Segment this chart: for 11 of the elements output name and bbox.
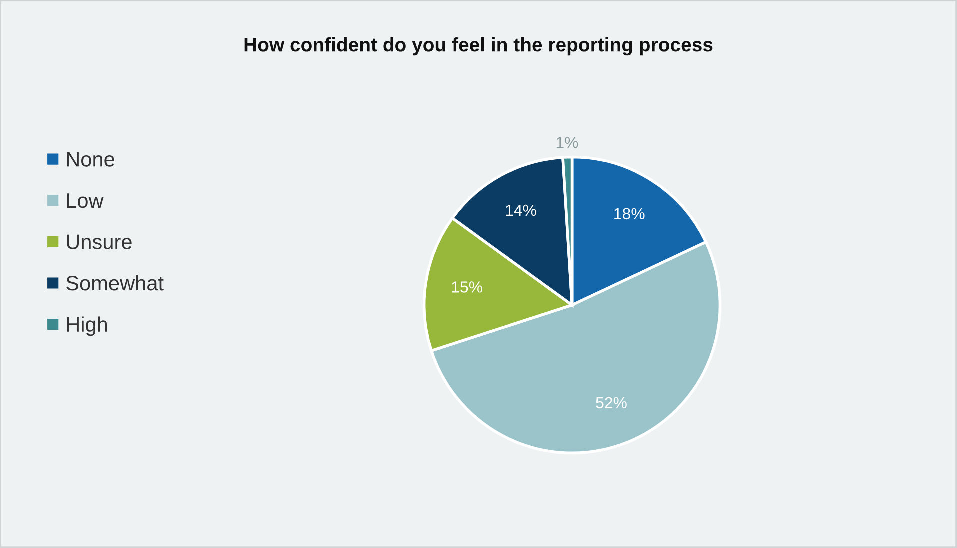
data-label: 14% xyxy=(506,204,536,216)
data-label: 18% xyxy=(614,208,645,220)
legend-label: Low xyxy=(67,194,104,208)
legend-label: High xyxy=(67,316,108,336)
data-label: 52% xyxy=(596,397,627,409)
legend-label: None xyxy=(67,152,114,167)
data-label: 15% xyxy=(452,282,482,293)
chart-title: How confident do you feel in the reporting process xyxy=(244,37,713,56)
legend-label: Somewhat xyxy=(66,275,164,291)
data-label: 1% xyxy=(556,137,578,148)
legend-label: Unsure xyxy=(67,234,132,250)
